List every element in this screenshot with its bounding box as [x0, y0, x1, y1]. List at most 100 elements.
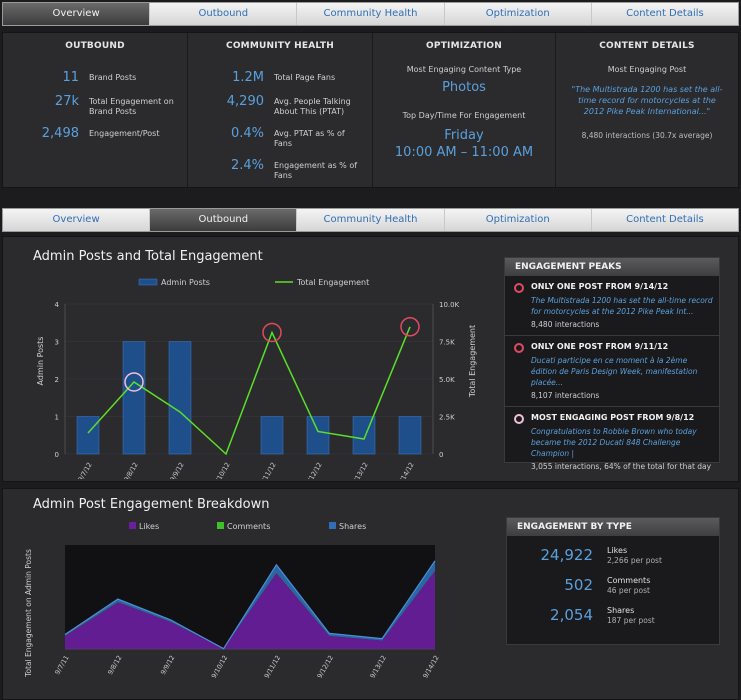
x-tick-label: 9/9/12 — [159, 654, 176, 676]
stat-label: Brand Posts — [89, 73, 137, 82]
chart-legend: Likes Comments Shares — [129, 522, 366, 531]
y-tick-label-right: 0 — [439, 451, 443, 459]
peak-highlight-ring — [262, 322, 282, 343]
engagement-by-type-box: ENGAGEMENT BY TYPE 24,922 Likes 2,266 per… — [506, 517, 720, 645]
peak-item[interactable]: ONLY ONE POST FROM 9/11/12 Ducati partic… — [505, 336, 719, 407]
x-tick-label: 9/13/12 — [350, 461, 369, 479]
chart-legend: Admin Posts Total Engagement — [138, 278, 369, 287]
peak-quote[interactable]: The Multistrada 1200 has set the all-tim… — [531, 296, 713, 316]
bar-admin-posts — [306, 416, 330, 455]
top-time-value: 10:00 AM – 11:00 AM — [394, 145, 534, 160]
legend-swatch-shares — [329, 522, 336, 529]
x-tick-label: 9/13/12 — [368, 654, 387, 680]
peak-ring-icon — [514, 283, 524, 293]
stat-label: Engagement as % of Fans — [274, 161, 358, 180]
engagement-peaks-box: ENGAGEMENT PEAKS ONLY ONE POST FROM 9/14… — [504, 257, 720, 471]
type-row-likes: 24,922 Likes 2,266 per post — [507, 546, 719, 566]
tab-outbound[interactable]: Outbound — [150, 3, 298, 25]
tab-content-details[interactable]: Content Details — [626, 8, 704, 19]
x-tick-label: 9/10/12 — [210, 654, 229, 680]
y-tick-label-left: 4 — [55, 301, 60, 309]
bar-admin-posts — [168, 341, 192, 455]
legend-engagement: Total Engagement — [296, 278, 369, 287]
tab-overview[interactable]: Overview — [3, 3, 151, 25]
tab-content-details[interactable]: Content Details — [626, 214, 704, 225]
bar-admin-posts — [260, 416, 284, 455]
stat-total-engagement: 27k Total Engagement on Brand Posts — [11, 95, 179, 117]
engagement-breakdown-chart: 9/7/11 9/8/12 9/9/12 9/10/12 9/11/12 9/12/12 9… — [24, 522, 441, 680]
type-label: Comments — [607, 576, 651, 585]
top-time-label: Top Day/Time For Engagement — [402, 111, 526, 120]
x-tick-label: 9/10/12 — [212, 461, 231, 479]
area-likes — [65, 571, 435, 649]
x-tick-label: 9/7/12 — [76, 461, 93, 479]
stat-value: 11 — [62, 70, 79, 85]
peak-item[interactable]: MOST ENGAGING POST FROM 9/8/12 Congratul… — [505, 407, 719, 471]
y-tick-label-right: 10.0K — [439, 301, 460, 309]
stat-engagement-per-post: 2,498 Engagement/Post — [11, 127, 179, 141]
y-axis-label: Total Engagement on Admin Posts — [24, 549, 33, 678]
x-tick-label: 9/12/12 — [316, 654, 335, 680]
peak-highlight-ring — [400, 317, 420, 337]
stat-label: Total Engagement on Brand Posts — [89, 97, 174, 116]
type-value: 502 — [564, 576, 593, 594]
stat-value: 0.4% — [230, 126, 264, 141]
legend-swatch-posts — [138, 278, 158, 286]
content-type-label: Most Engaging Content Type — [406, 65, 522, 74]
optimization-summary: OPTIMIZATION Most Engaging Content Type … — [373, 33, 556, 187]
x-tick-label: 9/11/12 — [258, 461, 277, 479]
type-label: Shares — [607, 606, 635, 615]
optimization-heading: OPTIMIZATION — [426, 41, 502, 51]
top-tab-bar: Overview Outbound Community Health Optim… — [2, 2, 739, 26]
peak-interactions: 8,107 interactions — [531, 391, 600, 400]
community-health-summary: COMMUNITY HEALTH 1.2M Total Page Fans 4,… — [188, 33, 373, 187]
legend-comments: Comments — [227, 522, 270, 531]
most-engaging-post-quote[interactable]: "The Multistrada 1200 has set the all-ti… — [571, 85, 723, 116]
legend-likes: Likes — [139, 522, 159, 531]
peak-quote[interactable]: Congratulations to Robbie Brown who toda… — [531, 427, 697, 458]
stat-ptat-percent: 0.4% Avg. PTAT as % of Fans — [196, 127, 364, 149]
peak-title: ONLY ONE POST FROM 9/14/12 — [531, 282, 669, 291]
legend-swatch-comments — [217, 522, 224, 529]
stat-label: Avg. PTAT as % of Fans — [274, 129, 345, 148]
peak-ring-icon — [514, 414, 524, 424]
x-tick-label: 9/8/12 — [106, 654, 123, 676]
y-tick-label-left: 3 — [55, 339, 59, 347]
type-label: Likes — [607, 546, 628, 555]
x-tick-label: 9/7/11 — [53, 654, 70, 676]
content-type-value: Photos — [442, 80, 486, 95]
outbound-summary: OUTBOUND 11 Brand Posts 27k Total Engage… — [3, 33, 188, 187]
tab-community-health[interactable]: Community Health — [297, 209, 445, 231]
peak-interactions: 8,480 interactions — [531, 320, 600, 329]
content-heading: CONTENT DETAILS — [599, 41, 695, 51]
most-engaging-post-interactions: 8,480 interactions (30.7x average) — [581, 131, 713, 140]
tab-optimization[interactable]: Optimization — [445, 209, 592, 231]
peak-item[interactable]: ONLY ONE POST FROM 9/14/12 The Multistra… — [505, 276, 719, 336]
stat-brand-posts: 11 Brand Posts — [11, 71, 179, 85]
tab-community-health[interactable]: Community Health — [297, 3, 445, 25]
tab-outbound[interactable]: Outbound — [150, 209, 298, 231]
y-tick-label-left: 2 — [55, 376, 59, 384]
engagement-breakdown-section: Admin Post Engagement Breakdown 9/7/11 9/… — [2, 488, 739, 700]
x-tick-label: 9/14/12 — [396, 461, 415, 479]
peak-quote[interactable]: Ducati participe en ce moment à la 2ème … — [531, 356, 698, 387]
tab-overview[interactable]: Overview — [3, 209, 151, 231]
type-value: 24,922 — [540, 546, 594, 564]
y-tick-label-left: 1 — [55, 414, 59, 422]
peak-ring-icon — [514, 343, 524, 353]
outbound-heading: OUTBOUND — [65, 41, 125, 51]
tab-optimization[interactable]: Optimization — [445, 3, 592, 25]
peak-interactions: 3,055 interactions, 64% of the total for… — [531, 462, 712, 471]
section-title: Admin Posts and Total Engagement — [33, 249, 263, 264]
bar-admin-posts — [398, 416, 422, 455]
admin-posts-engagement-chart: 0 1 2 3 4 0 2.5K 5.0K 7.5K 10.0K 9/7/12 9/8/12 9/9/1… — [36, 278, 477, 479]
bar-admin-posts — [76, 416, 100, 455]
type-value: 2,054 — [550, 606, 593, 624]
stat-value: 2.4% — [230, 158, 264, 173]
x-tick-label: 9/12/12 — [304, 461, 323, 479]
x-tick-label: 9/14/12 — [421, 654, 440, 680]
stat-label: Avg. People Talking About This (PTAT) — [274, 97, 351, 116]
stat-value: 27k — [54, 94, 79, 109]
stat-page-fans: 1.2M Total Page Fans — [196, 71, 364, 85]
stat-value: 2,498 — [41, 126, 79, 141]
